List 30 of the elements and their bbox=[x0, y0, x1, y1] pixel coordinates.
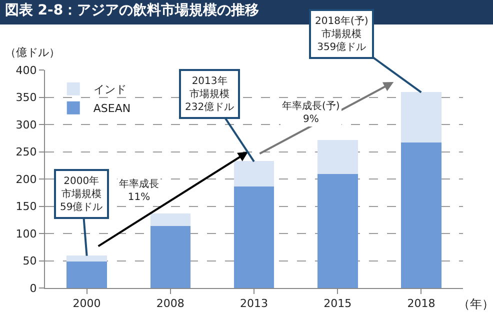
text: 2018年(予) bbox=[315, 15, 368, 27]
chart-title: 図表 2-8：アジアの飲料市場規模の推移 bbox=[4, 2, 260, 19]
x-tick-label: 2008 bbox=[156, 297, 184, 310]
annotation: 2000年 bbox=[64, 175, 100, 187]
legend-label: ASEAN bbox=[93, 102, 131, 116]
x-tick-label: 2018 bbox=[407, 297, 436, 310]
x-tick-label: 2000 bbox=[72, 297, 101, 310]
annotation: 年率成長(予) 9% bbox=[282, 100, 340, 125]
y-tick-label: 300 bbox=[16, 118, 37, 132]
y-tick-label: 150 bbox=[16, 200, 37, 214]
text: 市場規模 bbox=[322, 28, 362, 40]
y-tick-label: 400 bbox=[16, 64, 37, 77]
y-axis-title: （億ドル） bbox=[5, 46, 60, 59]
x-tick-label: 2015 bbox=[324, 297, 352, 310]
y-tick-label: 250 bbox=[16, 146, 37, 159]
y-tick-label: 100 bbox=[16, 227, 37, 240]
annotation: 2013年 bbox=[192, 75, 228, 87]
annotation: 市場規模 bbox=[61, 188, 102, 200]
annotation: 年率成長 11% bbox=[119, 178, 159, 203]
annotation: 359億ドル bbox=[317, 41, 366, 53]
y-tick-label: 50 bbox=[22, 254, 37, 268]
y-tick-label: 0 bbox=[30, 282, 37, 295]
legend-label: インド bbox=[93, 83, 126, 96]
annotation: 59億ドル bbox=[60, 201, 103, 213]
y-tick-label: 200 bbox=[16, 172, 37, 186]
x-tick-label: 2013 bbox=[240, 297, 268, 310]
annotation: 232億ドル bbox=[185, 101, 234, 113]
annotation: 市場規模 bbox=[190, 88, 230, 100]
y-tick-label: 350 bbox=[16, 91, 37, 104]
x-axis-title: （年） bbox=[458, 297, 493, 311]
